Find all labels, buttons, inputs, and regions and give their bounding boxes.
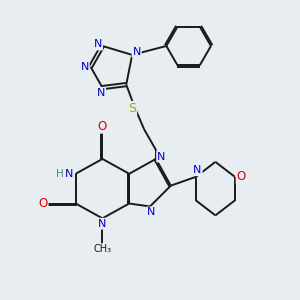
Text: O: O [98,120,107,133]
Text: N: N [65,169,73,179]
Text: N: N [194,165,202,175]
Text: N: N [97,88,105,98]
Text: O: O [237,170,246,183]
Text: N: N [94,40,102,50]
Text: N: N [147,207,156,218]
Text: H: H [56,169,64,179]
Text: O: O [38,197,48,210]
Text: N: N [98,219,106,229]
Text: N: N [80,62,89,72]
Text: N: N [132,47,141,57]
Text: CH₃: CH₃ [94,244,112,254]
Text: S: S [128,102,136,115]
Text: N: N [157,152,166,161]
